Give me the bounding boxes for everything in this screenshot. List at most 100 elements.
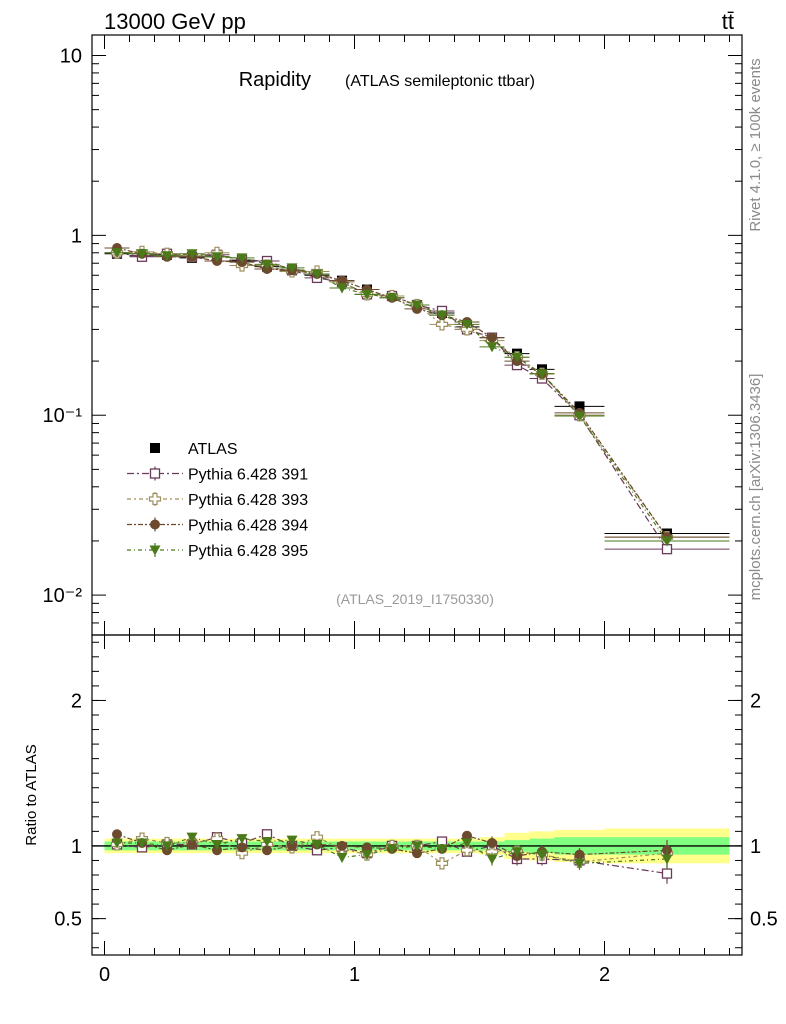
- ratio-point-p395: [461, 838, 473, 849]
- x-tick-label: 1: [349, 964, 360, 986]
- legend-entry-p393: Pythia 6.428 393: [127, 492, 308, 509]
- y-tick-label: 10⁻²: [43, 585, 83, 607]
- point-p395: [361, 289, 373, 300]
- legend-marker-p391: [149, 468, 161, 479]
- ratio-point-p394: [112, 829, 122, 840]
- ratio-point-p395: [536, 850, 548, 861]
- ratio-point-p394: [462, 830, 472, 841]
- legend-entry-p391: Pythia 6.428 391: [127, 466, 308, 484]
- point-p395: [486, 342, 498, 353]
- point-p395: [661, 536, 673, 547]
- ratio-point-p393: [460, 844, 474, 857]
- point-p394: [337, 275, 347, 286]
- process-label: 13000 GeV pp: [104, 9, 246, 34]
- ratio-frame: [91, 634, 743, 956]
- ratio-series-p395: [111, 832, 673, 870]
- ratio-point-p395: [436, 844, 448, 855]
- legend-label-p391: Pythia 6.428 391: [188, 467, 308, 484]
- point-p394: [487, 332, 497, 343]
- point-p395: [211, 252, 223, 263]
- legend-entry-atlas: ATLAS: [150, 441, 238, 458]
- ratio-point-p391: [661, 868, 673, 879]
- ratio-point-p394: [262, 845, 272, 856]
- point-p395: [136, 249, 148, 260]
- point-p395: [311, 269, 323, 280]
- chart-title: Rapidity: [239, 69, 311, 91]
- ratio-y-axis-label: Ratio to ATLAS: [23, 744, 40, 845]
- ratio-point-p394: [574, 849, 585, 860]
- y-tick-label: 1: [71, 225, 82, 247]
- ratio-axes-layer: 2 2 1 1 0.5 0.5 0 1 2: [54, 635, 778, 986]
- point-p395: [436, 310, 448, 321]
- legend-label-p393: Pythia 6.428 393: [188, 492, 308, 509]
- y-tick-label: 10: [60, 45, 82, 67]
- legend-label-p395: Pythia 6.428 395: [188, 543, 308, 560]
- ratio-point-p393: [435, 857, 449, 870]
- point-p395: [536, 369, 548, 380]
- ratio-point-p394: [212, 845, 222, 856]
- series-p395: [104, 248, 730, 547]
- ratio-y-tick-label: 0.5: [54, 909, 82, 931]
- ratio-y-tick-label: 1: [71, 836, 82, 858]
- point-p395: [186, 249, 198, 260]
- legend-entry-p395: Pythia 6.428 395: [127, 543, 308, 560]
- ratio-point-p395: [161, 841, 173, 852]
- ratio-y-tick-label-right: 0.5: [750, 909, 778, 931]
- ratio-point-p395: [574, 858, 585, 869]
- ratio-point-p394: [362, 842, 372, 853]
- ratio-point-p395: [236, 834, 248, 845]
- ratio-point-p394: [487, 838, 497, 848]
- chart-subtitle: (ATLAS semileptonic ttbar): [345, 73, 535, 90]
- legend-marker-p394: [150, 519, 160, 530]
- point-p395: [511, 352, 523, 363]
- ratio-point-p395: [411, 841, 423, 852]
- ratio-point-p395: [136, 838, 148, 849]
- point-p395: [461, 319, 473, 330]
- point-p395: [286, 263, 298, 274]
- point-p395: [111, 248, 123, 259]
- ratio-point-p394: [287, 840, 297, 851]
- ratio-point-p395: [336, 853, 348, 864]
- rivet-version-label: Rivet 4.1.0, ≥ 100k events: [747, 58, 764, 231]
- legend-marker-atlas: [150, 443, 160, 453]
- ratio-point-p395: [261, 837, 273, 848]
- legend-label-p394: Pythia 6.428 394: [188, 518, 308, 535]
- ratio-y-tick-label: 2: [71, 690, 82, 712]
- ratio-line-p395: [117, 836, 668, 865]
- y-tick-label: 10⁻¹: [43, 405, 83, 427]
- main-panel: 10 1 10⁻¹ 10⁻² Rapidity (ATLAS semileptonic…: [43, 34, 743, 636]
- x-tick-label: 2: [599, 964, 610, 986]
- point-p395: [574, 411, 585, 422]
- analysis-id: (ATLAS_2019_I1750330): [336, 591, 494, 607]
- ratio-point-p395: [511, 847, 523, 858]
- legend-marker-p393: [148, 492, 162, 506]
- point-p393: [435, 318, 449, 331]
- point-p395: [236, 253, 248, 264]
- ratio-y-tick-label-right: 1: [750, 836, 761, 858]
- ratio-point-p394: [237, 842, 247, 853]
- ratio-y-tick-label-right: 2: [750, 690, 761, 712]
- legend-marker-p395: [149, 545, 161, 556]
- ratio-point-p395: [286, 835, 298, 846]
- final-state-label: tt̄: [722, 9, 734, 34]
- main-axes-layer: 10 1 10⁻¹ 10⁻²: [43, 35, 742, 636]
- point-p395: [336, 283, 348, 294]
- ratio-point-p394: [187, 839, 197, 850]
- series-line-p395: [116, 252, 668, 542]
- ratio-point-p395: [311, 839, 323, 850]
- ratio-point-p395: [186, 832, 198, 843]
- legend: ATLAS Pythia 6.428 391 Pythia 6.428 393 Pyt…: [127, 441, 308, 560]
- x-tick-label: 0: [99, 964, 110, 986]
- ratio-point-p395: [661, 854, 673, 865]
- point-p395: [411, 300, 423, 311]
- point-p395: [261, 259, 273, 270]
- ratio-point-p395: [111, 838, 123, 849]
- main-data-layer: [104, 243, 730, 555]
- ratio-point-p394: [337, 840, 347, 851]
- legend-entry-p394: Pythia 6.428 394: [127, 517, 308, 535]
- ratio-data-layer: [110, 829, 674, 884]
- ratio-point-p395: [361, 850, 373, 861]
- ratio-point-p394: [412, 848, 422, 859]
- legend-label-atlas: ATLAS: [188, 441, 238, 458]
